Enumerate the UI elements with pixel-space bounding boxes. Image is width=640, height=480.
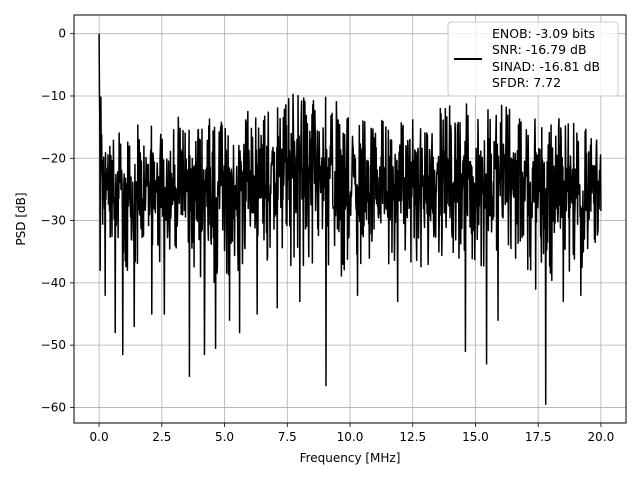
legend-line-enob: ENOB: -3.09 bits: [492, 26, 595, 41]
y-tick-label: −30: [41, 214, 66, 228]
x-tick-label: 2.5: [152, 430, 171, 444]
x-axis-label: Frequency [MHz]: [300, 451, 401, 465]
legend-box: [447, 21, 619, 97]
x-tick-label: 10.0: [337, 430, 364, 444]
y-axis-label: PSD [dB]: [14, 192, 28, 245]
x-tick-label: 5.0: [215, 430, 234, 444]
y-tick-label: −20: [41, 151, 66, 165]
y-tick-label: −50: [41, 338, 66, 352]
plot-area: [98, 33, 602, 406]
x-tick-label: 0.0: [90, 430, 109, 444]
x-tick-label: 7.5: [278, 430, 297, 444]
y-axis-ticks: 0 −10 −20 −30 −40 −50 −60: [41, 27, 74, 414]
legend-line-sinad: SINAD: -16.81 dB: [492, 59, 600, 74]
y-tick-label: −10: [41, 89, 66, 103]
y-tick-label: −60: [41, 400, 66, 414]
legend-line-sfdr: SFDR: 7.72: [492, 75, 561, 90]
series-line: [98, 33, 602, 406]
x-tick-label: 12.5: [399, 430, 426, 444]
y-tick-label: −40: [41, 276, 66, 290]
legend-line-snr: SNR: -16.79 dB: [492, 42, 587, 57]
y-tick-label: 0: [58, 27, 66, 41]
x-tick-label: 20.0: [588, 430, 615, 444]
x-axis-ticks: 0.0 2.5 5.0 7.5 10.0 12.5 15.0 17.5 20.0: [90, 423, 615, 444]
legend: ENOB: -3.09 bits SNR: -16.79 dB SINAD: -…: [447, 21, 619, 97]
x-tick-label: 17.5: [525, 430, 552, 444]
x-tick-label: 15.0: [462, 430, 489, 444]
